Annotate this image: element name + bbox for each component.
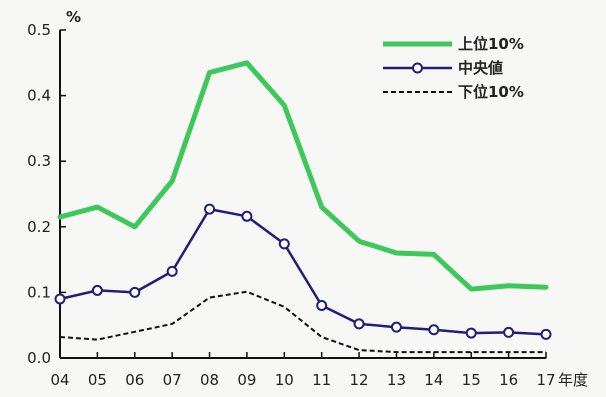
data-point-marker [54,293,66,305]
x-tick-label: 06 [125,371,144,389]
y-tick-label: 0.2 [27,218,51,236]
data-point-marker [465,327,477,339]
data-point-marker [91,284,103,296]
data-point-marker [540,328,552,340]
y-tick-label: 0.0 [27,349,51,367]
y-tick-label: 0.3 [27,152,51,170]
data-point-marker [204,203,216,215]
series-line-0 [57,60,549,292]
data-point-marker [428,324,440,336]
y-tick-label: 0.4 [27,87,51,105]
x-tick-label: 10 [275,371,294,389]
data-point-marker [503,326,515,338]
data-point-marker [129,286,141,298]
data-point-marker [316,300,328,312]
x-tick-label: 13 [387,371,406,389]
x-tick-label: 16 [499,371,518,389]
x-tick-label: 17 [536,371,555,389]
data-point-marker [353,318,365,330]
axes: 0.0 0.1 0.2 0.3 0.4 0.5% 04 05 06 07 08 09 10 11 12 13 1… [27,8,588,389]
x-tick-label: 11 [312,371,331,389]
legend-label-0: 上位10% [458,35,524,53]
x-tick-label: 08 [200,371,219,389]
series-lines [54,60,552,354]
data-point-marker [278,238,290,250]
x-tick-label: 05 [88,371,107,389]
y-tick-label: 0.1 [27,283,51,301]
y-tick-label: 0.5 [27,21,51,39]
series-line-1 [58,207,548,336]
x-tick-label: 04 [50,371,69,389]
x-tick-label: 15 [462,371,481,389]
legend-label-2: 下位10% [458,83,524,101]
data-point-marker [390,321,402,333]
data-point-marker [166,265,178,277]
x-tick-label: 14 [424,371,443,389]
y-axis-unit-label: % [66,8,81,26]
x-tick-label: 07 [163,371,182,389]
x-axis-unit-label: 年度 [558,371,588,389]
series-line-2 [59,290,546,354]
legend-marker [412,62,423,74]
x-tick-label: 09 [237,371,256,389]
x-tick-label: 12 [350,371,369,389]
legend-label-1: 中央値 [458,59,503,77]
data-point-marker [241,210,253,222]
